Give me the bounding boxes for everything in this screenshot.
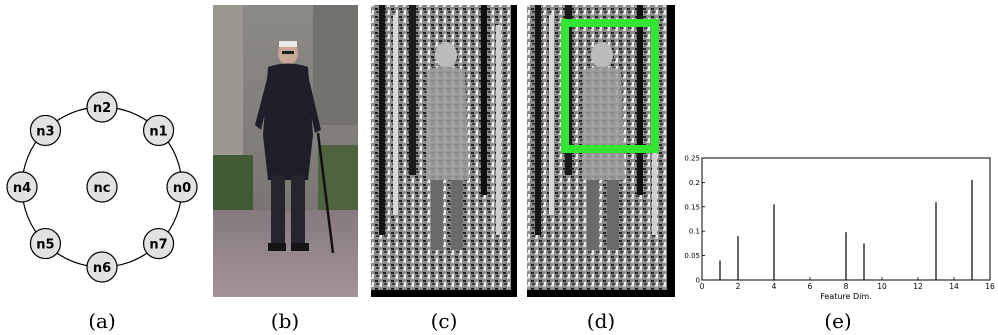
neighborhood-diagram: n0 n1 n2 n3 n4 n5 n6 n7 nc <box>6 91 198 283</box>
x-axis-label: Feature Dim. <box>820 292 872 301</box>
x-tick-label: 0 <box>700 282 705 291</box>
detection-result <box>527 5 675 297</box>
node-label: n2 <box>93 101 111 116</box>
y-tick-label: 0.2 <box>689 179 700 187</box>
node-label: nc <box>94 181 111 196</box>
node-n0: n0 <box>166 171 198 203</box>
y-tick-label: 0.15 <box>684 203 700 211</box>
node-label: n6 <box>93 261 111 276</box>
node-label: n7 <box>149 238 167 253</box>
x-tick-label: 16 <box>985 282 995 291</box>
node-label: n1 <box>149 124 167 139</box>
caption-d: (d) <box>586 309 616 333</box>
feature-histogram-chart: 0 2 4 6 8 10 12 14 16 0 0.05 0.1 0.15 0.2 0.25 Feature… <box>684 155 995 302</box>
node-n1: n1 <box>142 114 175 147</box>
detection-box <box>561 19 659 153</box>
x-tick-label: 8 <box>844 282 849 291</box>
node-nc: nc <box>86 171 118 203</box>
x-tick-label: 12 <box>913 282 923 291</box>
node-label: n3 <box>36 124 54 139</box>
node-n6: n6 <box>86 251 118 283</box>
caption-e: (e) <box>824 309 852 333</box>
node-label: n5 <box>36 238 54 253</box>
y-tick-label: 0 <box>696 277 700 285</box>
x-tick-label: 4 <box>772 282 777 291</box>
y-tick-label: 0.05 <box>684 252 700 260</box>
x-tick-label: 14 <box>949 282 959 291</box>
node-label: n0 <box>173 181 191 196</box>
y-tick-label: 0.25 <box>684 155 700 163</box>
node-n4: n4 <box>6 171 38 203</box>
x-tick-label: 10 <box>877 282 887 291</box>
x-tick-label: 6 <box>808 282 813 291</box>
node-n7: n7 <box>142 227 175 260</box>
caption-b: (b) <box>270 309 300 333</box>
texture-map <box>371 5 517 297</box>
caption-a: (a) <box>88 309 116 333</box>
node-label: n4 <box>13 181 31 196</box>
x-tick-label: 2 <box>736 282 741 291</box>
node-n3: n3 <box>29 114 62 147</box>
pedestrian-photo <box>213 5 358 297</box>
node-n2: n2 <box>86 91 118 123</box>
node-n5: n5 <box>29 227 62 260</box>
y-tick-label: 0.1 <box>689 228 700 236</box>
caption-c: (c) <box>430 309 458 333</box>
